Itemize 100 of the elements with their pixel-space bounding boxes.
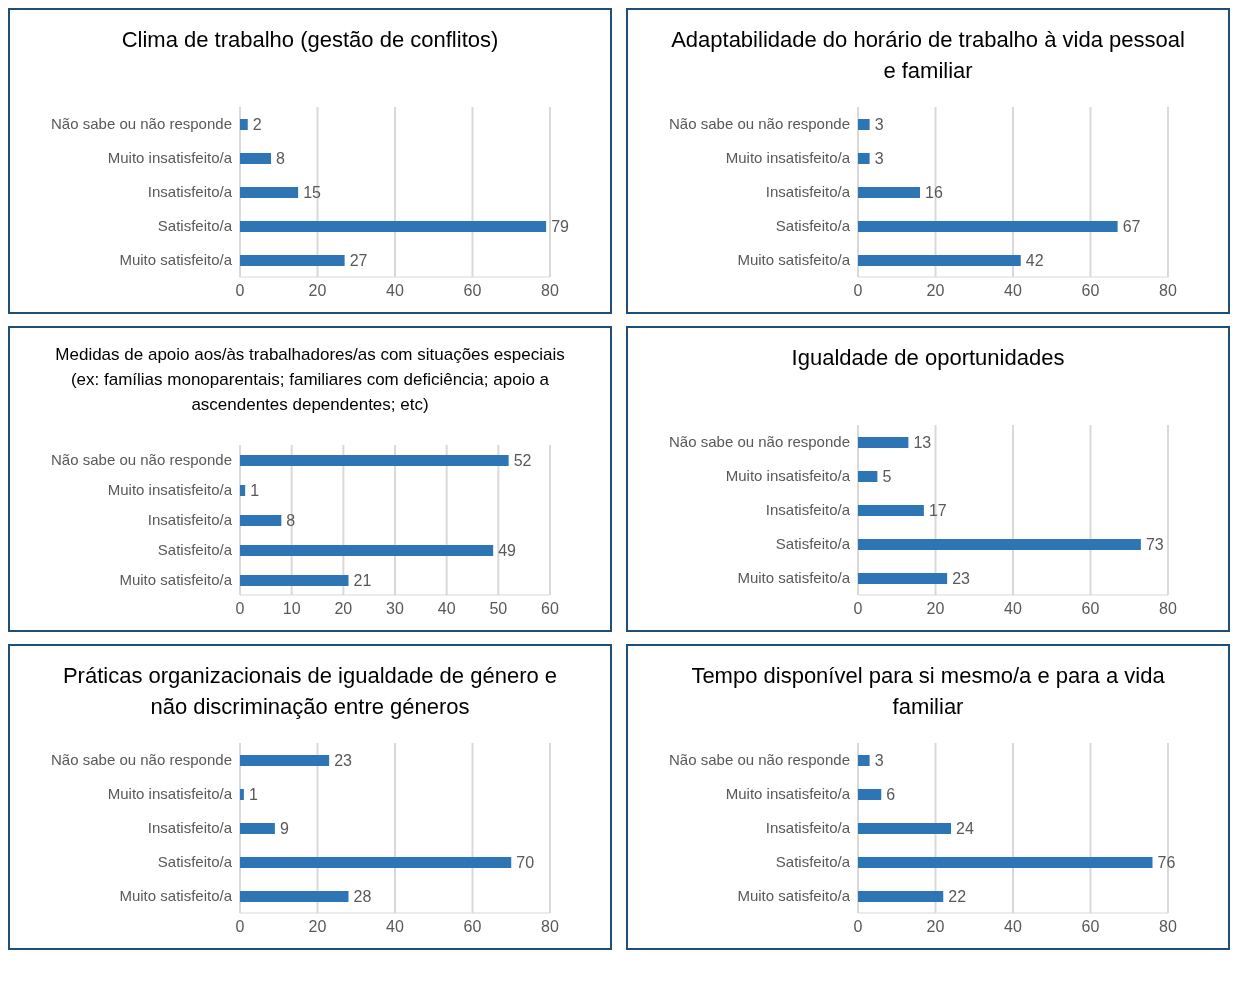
bar <box>858 505 924 516</box>
data-label: 73 <box>1145 536 1164 554</box>
y-tick-label: Não sabe ou não responde <box>669 433 850 451</box>
x-tick-label: 30 <box>386 600 404 618</box>
y-tick-label: Insatisfeito/a <box>147 511 233 529</box>
data-label: 21 <box>353 572 372 590</box>
x-tick-label: 20 <box>926 282 945 300</box>
x-tick-label: 40 <box>1004 918 1022 936</box>
bar <box>240 515 282 526</box>
y-tick-label: Muito insatisfeito/a <box>725 785 851 803</box>
x-tick-label: 40 <box>1004 282 1022 300</box>
data-label: 49 <box>498 542 517 560</box>
chart-title: Adaptabilidade do horário de trabalho à vida pessoal e familiar <box>670 26 1186 85</box>
chart-title: Medidas de apoio aos/às trabalhadores/as com situações especiais (ex: famílias monoparentais; familiares com deficiência; apoio a ascendentes dependentes; etc) <box>54 344 566 416</box>
bar <box>858 471 878 482</box>
x-tick-label: 50 <box>489 600 508 618</box>
y-tick-label: Muito satisfeito/a <box>737 887 851 905</box>
bar <box>240 119 248 130</box>
bar <box>858 153 870 164</box>
y-tick-label: Satisfeito/a <box>775 853 851 871</box>
y-tick-label: Insatisfeito/a <box>765 183 851 201</box>
x-tick-label: 0 <box>235 282 245 300</box>
data-label: 3 <box>874 752 884 770</box>
bar <box>858 255 1021 266</box>
chart-title: Práticas organizacionais de igualdade de género e não discriminação entre géneros <box>61 662 559 721</box>
data-label: 5 <box>882 468 892 486</box>
bar <box>240 187 299 198</box>
data-label: 22 <box>948 888 967 906</box>
bar <box>858 187 920 198</box>
data-label: 24 <box>956 820 974 838</box>
bar <box>240 221 547 232</box>
x-tick-label: 80 <box>541 918 559 936</box>
bar <box>858 437 909 448</box>
y-tick-label: Insatisfeito/a <box>147 183 233 201</box>
y-tick-label: Muito insatisfeito/a <box>107 481 233 499</box>
bar <box>858 755 870 766</box>
x-tick-label: 0 <box>853 918 863 936</box>
bar <box>240 789 244 800</box>
chart-title: Clima de trabalho (gestão de conflitos) <box>120 26 500 54</box>
bar <box>240 153 271 164</box>
y-tick-label: Não sabe ou não responde <box>51 751 232 769</box>
data-label: 70 <box>516 854 535 872</box>
y-tick-label: Não sabe ou não responde <box>669 751 850 769</box>
x-tick-label: 60 <box>1081 282 1100 300</box>
x-tick-label: 40 <box>386 282 404 300</box>
data-label: 16 <box>925 184 943 202</box>
y-tick-label: Satisfeito/a <box>775 217 851 235</box>
x-tick-label: 20 <box>308 918 327 936</box>
data-label: 67 <box>1122 218 1141 236</box>
data-label: 1 <box>250 482 260 500</box>
y-tick-label: Muito insatisfeito/a <box>107 785 233 803</box>
y-tick-label: Não sabe ou não responde <box>51 451 232 469</box>
y-tick-label: Insatisfeito/a <box>147 819 233 837</box>
x-tick-label: 20 <box>926 600 945 618</box>
x-tick-label: 60 <box>463 282 482 300</box>
data-label: 2 <box>252 116 262 134</box>
x-tick-label: 0 <box>235 918 245 936</box>
bar <box>240 575 349 586</box>
y-tick-label: Muito satisfeito/a <box>119 251 233 269</box>
bar <box>240 857 512 868</box>
y-tick-label: Insatisfeito/a <box>765 501 851 519</box>
data-label: 42 <box>1025 252 1044 270</box>
data-label: 17 <box>928 502 947 520</box>
x-tick-label: 20 <box>926 918 945 936</box>
data-label: 27 <box>349 252 368 270</box>
bar <box>240 455 509 466</box>
data-label: 13 <box>913 434 932 452</box>
y-tick-label: Muito satisfeito/a <box>737 251 851 269</box>
chart-title: Igualdade de oportunidades <box>790 344 1066 372</box>
y-tick-label: Muito satisfeito/a <box>119 887 233 905</box>
bar <box>240 485 246 496</box>
chart-title: Tempo disponível para si mesmo/a e para a vida familiar <box>690 662 1166 721</box>
bar <box>240 823 275 834</box>
x-tick-label: 20 <box>308 282 327 300</box>
y-tick-label: Satisfeito/a <box>157 853 233 871</box>
y-tick-label: Não sabe ou não responde <box>51 115 232 133</box>
x-tick-label: 60 <box>1081 600 1100 618</box>
x-tick-label: 80 <box>1159 918 1177 936</box>
bar <box>240 755 330 766</box>
y-tick-label: Insatisfeito/a <box>765 819 851 837</box>
x-tick-label: 60 <box>463 918 482 936</box>
y-tick-label: Muito satisfeito/a <box>737 569 851 587</box>
data-label: 23 <box>334 752 353 770</box>
bar <box>858 119 870 130</box>
y-tick-label: Não sabe ou não responde <box>669 115 850 133</box>
data-label: 9 <box>279 820 289 838</box>
x-tick-label: 40 <box>437 600 456 618</box>
data-label: 3 <box>874 150 884 168</box>
y-tick-label: Satisfeito/a <box>157 541 233 559</box>
bar <box>240 545 494 556</box>
data-label: 28 <box>353 888 372 906</box>
y-tick-label: Muito insatisfeito/a <box>107 149 233 167</box>
data-label: 15 <box>303 184 322 202</box>
y-tick-label: Muito insatisfeito/a <box>725 467 851 485</box>
bar <box>858 891 944 902</box>
bar <box>858 789 882 800</box>
data-label: 3 <box>874 116 884 134</box>
data-label: 1 <box>248 786 258 804</box>
y-tick-label: Satisfeito/a <box>775 535 851 553</box>
data-label: 6 <box>886 786 896 804</box>
